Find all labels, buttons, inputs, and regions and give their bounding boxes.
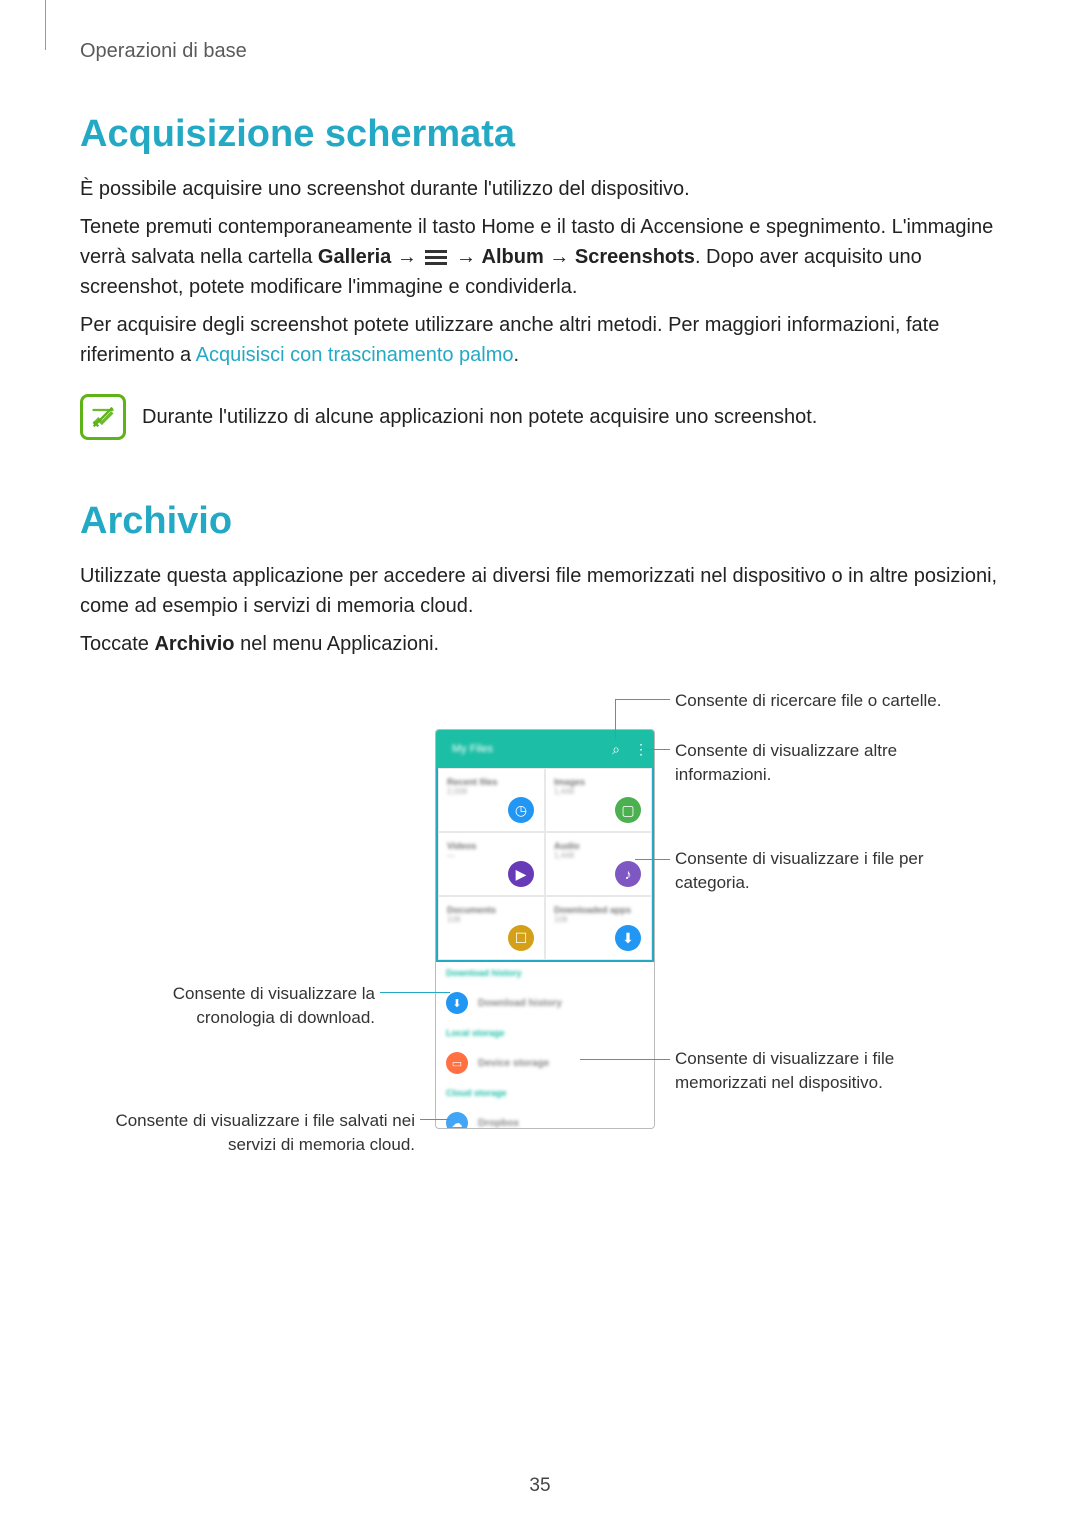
category-cell[interactable]: Documents108☐	[438, 896, 545, 960]
device-icon: ▭	[446, 1052, 468, 1074]
callout-line	[645, 749, 670, 750]
callout-download: Consente di visualizzare la cronologia d…	[140, 982, 375, 1030]
category-cell[interactable]: Images1,448▢	[545, 768, 652, 832]
callout-line	[380, 992, 450, 993]
note-block: Durante l'utilizzo di alcune applicazion…	[80, 394, 1000, 440]
category-cell[interactable]: Recent files2,008◷	[438, 768, 545, 832]
callout-line	[420, 1119, 450, 1120]
callout-category: Consente di visualizzare i file per cate…	[675, 847, 975, 895]
callout-line	[615, 699, 616, 739]
note-text: Durante l'utilizzo di alcune applicazion…	[142, 394, 817, 432]
category-cell[interactable]: Audio1,448♪	[545, 832, 652, 896]
download-section-head: Download history	[436, 962, 654, 984]
cloud-section-head: Cloud storage	[436, 1082, 654, 1104]
callout-cloud: Consente di visualizzare i file salvati …	[110, 1109, 415, 1157]
download-history-row[interactable]: ⬇ Download history	[436, 984, 654, 1022]
callout-device: Consente di visualizzare i file memorizz…	[675, 1047, 975, 1095]
hamburger-icon	[425, 247, 447, 268]
callout-line	[580, 1059, 670, 1060]
note-icon	[80, 394, 126, 440]
local-section-head: Local storage	[436, 1022, 654, 1044]
download-icon: ⬇	[446, 992, 468, 1014]
cloud-icon: ☁	[446, 1112, 468, 1129]
phone-mockup: My Files ⌕ ⋮ Recent files2,008◷Images1,4…	[435, 729, 655, 1129]
section1-p2: Tenete premuti contemporaneamente il tas…	[80, 212, 1000, 302]
search-icon[interactable]: ⌕	[612, 741, 620, 758]
callout-more: Consente di visualizzare altre informazi…	[675, 739, 955, 787]
section2-p2: Toccate Archivio nel menu Applicazioni.	[80, 629, 1000, 659]
category-cell[interactable]: Downloaded apps108⬇	[545, 896, 652, 960]
callout-search: Consente di ricercare file o cartelle.	[675, 689, 941, 713]
breadcrumb: Operazioni di base	[80, 40, 1010, 63]
page-rule	[45, 0, 46, 50]
section1-p1: È possibile acquisire uno screenshot dur…	[80, 174, 1000, 204]
category-grid: Recent files2,008◷Images1,448▢Videos—▶Au…	[436, 768, 654, 962]
device-storage-row[interactable]: ▭ Device storage	[436, 1044, 654, 1082]
phone-title: My Files	[452, 743, 493, 755]
section2-title: Archivio	[80, 500, 1000, 543]
callout-line	[635, 859, 670, 860]
section1-title: Acquisizione schermata	[80, 113, 1000, 156]
phone-appbar: My Files ⌕ ⋮	[436, 730, 654, 768]
section1-p3: Per acquisire degli screenshot potete ut…	[80, 310, 1000, 370]
section2-p1: Utilizzate questa applicazione per acced…	[80, 561, 1000, 621]
cloud-storage-row[interactable]: ☁ Dropbox	[436, 1104, 654, 1129]
archivio-diagram: My Files ⌕ ⋮ Recent files2,008◷Images1,4…	[80, 689, 1020, 1159]
category-cell[interactable]: Videos—▶	[438, 832, 545, 896]
callout-line	[615, 699, 670, 700]
palm-swipe-link[interactable]: Acquisisci con trascinamento palmo	[196, 344, 514, 366]
page-number: 35	[529, 1475, 550, 1497]
